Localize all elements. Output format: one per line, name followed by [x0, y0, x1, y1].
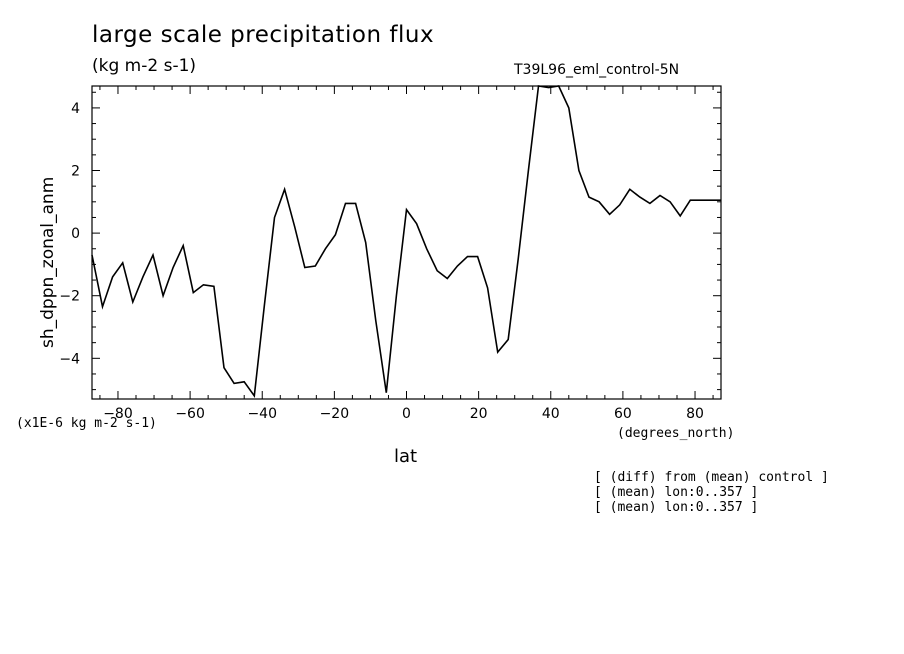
x-tick-label: −80 [103, 406, 133, 422]
x-tick-label: −40 [247, 406, 277, 422]
note-line: [ (mean) lon:0..357 ] [594, 485, 759, 500]
y-tick-label: −2 [59, 289, 80, 305]
x-tick-label: 40 [542, 406, 560, 422]
series-line [91, 85, 721, 399]
note-line: [ (mean) lon:0..357 ] [594, 500, 759, 515]
y-tick-label: 2 [71, 164, 80, 180]
plot-frame [91, 85, 722, 400]
x-tick-label: 60 [614, 406, 632, 422]
processing-notes: [ (diff) from (mean) control ] [ (mean) … [594, 470, 829, 515]
x-tick-label: −20 [320, 406, 350, 422]
axis-ticks [92, 86, 721, 399]
y-axis-label: sh_dppn_zonal_anm [38, 176, 58, 348]
x-tick-label: 80 [686, 406, 704, 422]
x-tick-labels: −80 −60 −40 −20 0 20 40 60 80 [103, 406, 704, 422]
y-tick-label: −4 [59, 351, 80, 367]
x-tick-label: 0 [402, 406, 411, 422]
chart-title: large scale precipitation flux [92, 22, 435, 48]
run-label: T39L96_eml_control-5N [514, 62, 680, 78]
note-line: [ (diff) from (mean) control ] [594, 470, 829, 485]
x-axis-units: (degrees_north) [617, 426, 735, 441]
x-axis-label: lat [394, 446, 418, 467]
y-tick-labels: −4 −2 0 2 4 [59, 101, 80, 367]
y-tick-label: 0 [71, 226, 80, 242]
y-scale-note: (x1E-6 kg m-2 s-1) [16, 416, 157, 431]
chart-units: (kg m-2 s-1) [92, 56, 197, 76]
x-tick-label: 20 [470, 406, 488, 422]
x-tick-label: −60 [175, 406, 205, 422]
y-tick-label: 4 [71, 101, 80, 117]
